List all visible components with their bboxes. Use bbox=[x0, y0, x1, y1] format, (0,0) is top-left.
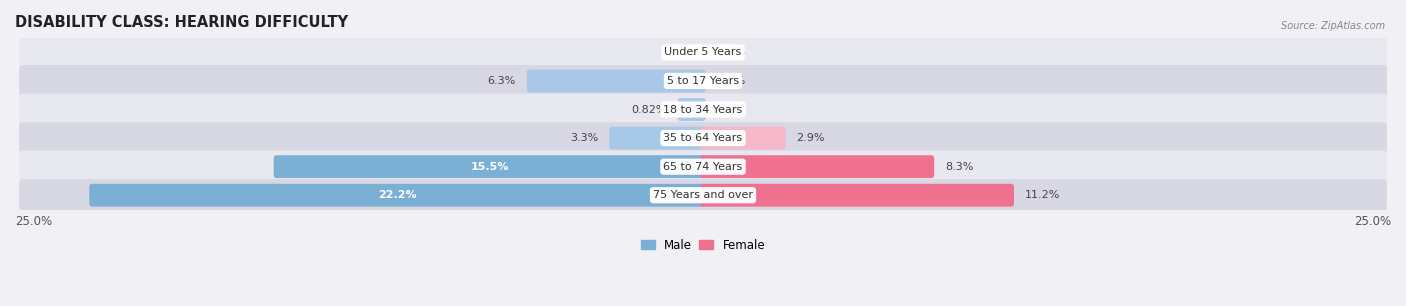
Text: Under 5 Years: Under 5 Years bbox=[665, 47, 741, 58]
Text: 15.5%: 15.5% bbox=[471, 162, 509, 172]
FancyBboxPatch shape bbox=[609, 127, 706, 150]
FancyBboxPatch shape bbox=[274, 155, 706, 178]
Text: 0.0%: 0.0% bbox=[717, 105, 745, 114]
FancyBboxPatch shape bbox=[20, 36, 1386, 69]
Text: 0.0%: 0.0% bbox=[661, 47, 689, 58]
FancyBboxPatch shape bbox=[700, 184, 1014, 207]
Text: 5 to 17 Years: 5 to 17 Years bbox=[666, 76, 740, 86]
FancyBboxPatch shape bbox=[527, 69, 706, 92]
Text: 0.0%: 0.0% bbox=[717, 47, 745, 58]
Text: 35 to 64 Years: 35 to 64 Years bbox=[664, 133, 742, 143]
Text: Source: ZipAtlas.com: Source: ZipAtlas.com bbox=[1281, 21, 1385, 32]
Text: 8.3%: 8.3% bbox=[945, 162, 973, 172]
Text: 22.2%: 22.2% bbox=[378, 190, 416, 200]
FancyBboxPatch shape bbox=[90, 184, 706, 207]
Legend: Male, Female: Male, Female bbox=[641, 239, 765, 252]
FancyBboxPatch shape bbox=[20, 179, 1386, 211]
Text: 25.0%: 25.0% bbox=[15, 215, 52, 228]
FancyBboxPatch shape bbox=[700, 127, 786, 150]
Text: 18 to 34 Years: 18 to 34 Years bbox=[664, 105, 742, 114]
Text: 0.82%: 0.82% bbox=[631, 105, 666, 114]
Text: DISABILITY CLASS: HEARING DIFFICULTY: DISABILITY CLASS: HEARING DIFFICULTY bbox=[15, 15, 349, 30]
Text: 3.3%: 3.3% bbox=[571, 133, 599, 143]
FancyBboxPatch shape bbox=[700, 155, 934, 178]
Text: 2.9%: 2.9% bbox=[797, 133, 825, 143]
Text: 65 to 74 Years: 65 to 74 Years bbox=[664, 162, 742, 172]
Text: 11.2%: 11.2% bbox=[1025, 190, 1060, 200]
FancyBboxPatch shape bbox=[20, 151, 1386, 183]
FancyBboxPatch shape bbox=[20, 65, 1386, 97]
Text: 6.3%: 6.3% bbox=[488, 76, 516, 86]
FancyBboxPatch shape bbox=[20, 94, 1386, 125]
Text: 75 Years and over: 75 Years and over bbox=[652, 190, 754, 200]
FancyBboxPatch shape bbox=[678, 98, 706, 121]
FancyBboxPatch shape bbox=[20, 122, 1386, 154]
Text: 0.0%: 0.0% bbox=[717, 76, 745, 86]
Text: 25.0%: 25.0% bbox=[1354, 215, 1391, 228]
